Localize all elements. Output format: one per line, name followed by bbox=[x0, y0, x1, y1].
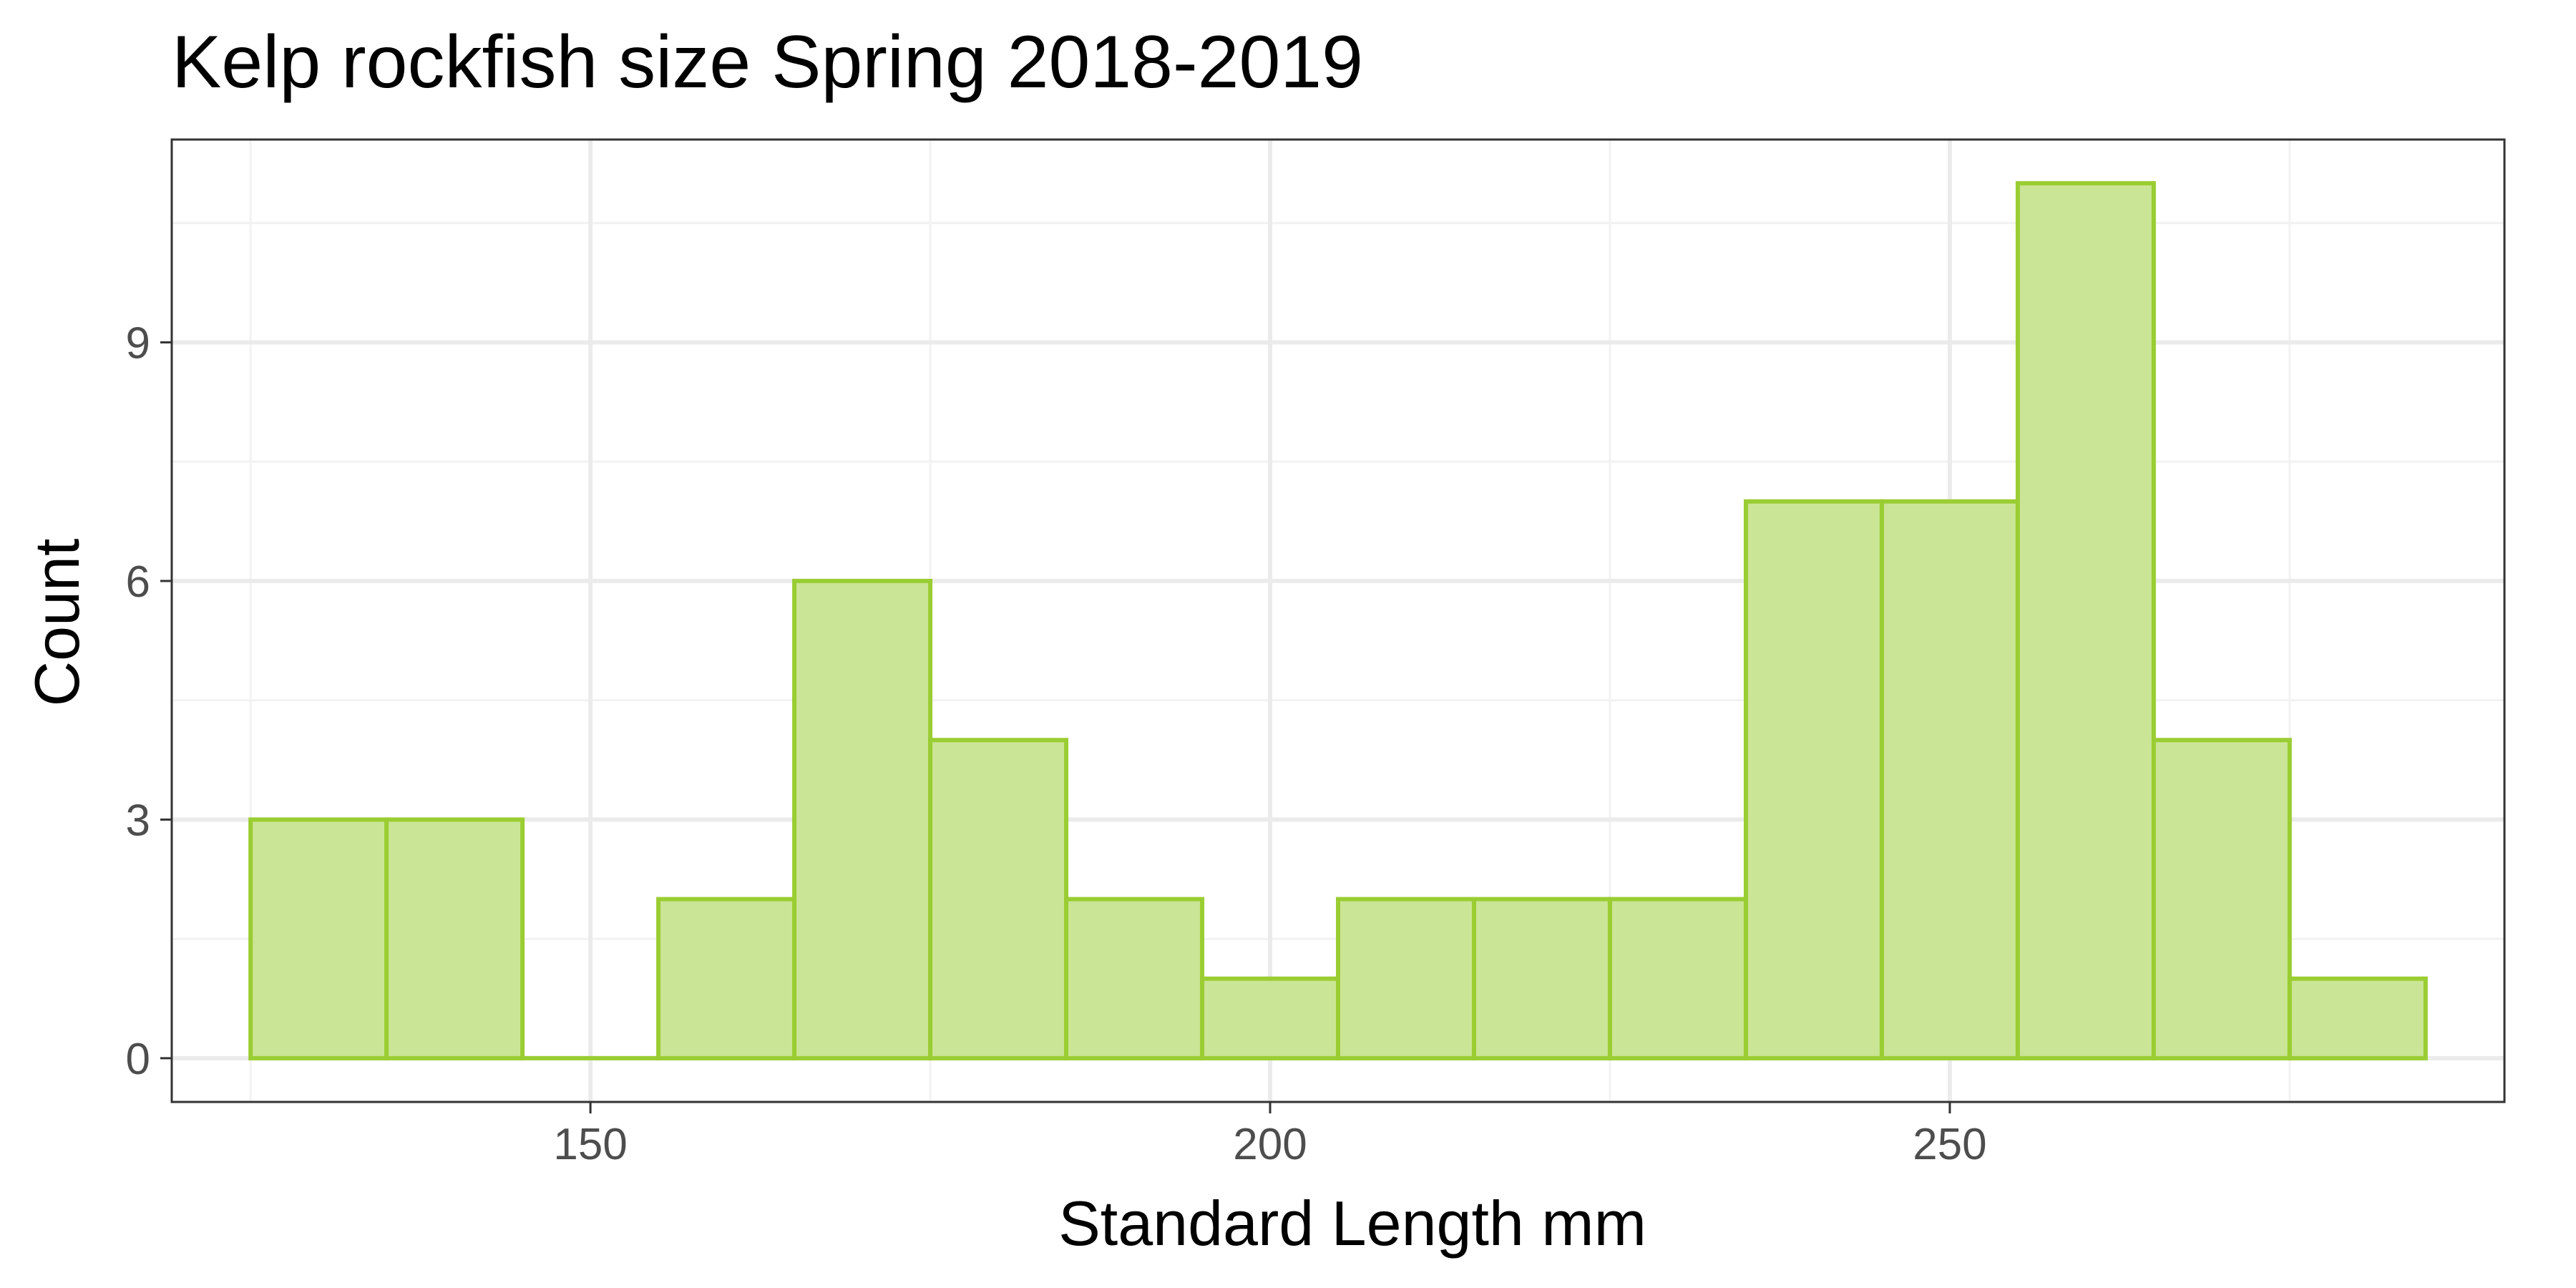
histogram-bar bbox=[792, 578, 933, 1060]
histogram-bar bbox=[1200, 976, 1340, 1060]
histogram-bar bbox=[2015, 181, 2156, 1060]
histogram-bar bbox=[1743, 499, 1884, 1060]
histogram-bar bbox=[1607, 897, 1748, 1060]
x-tick-label: 250 bbox=[1913, 1120, 1986, 1169]
histogram-bar bbox=[656, 897, 797, 1060]
histogram-bars bbox=[248, 181, 2428, 1060]
panel-border bbox=[170, 138, 2506, 1103]
y-axis: 0 3 6 9 bbox=[126, 318, 172, 1084]
histogram-bar bbox=[1336, 897, 1476, 1060]
y-tick-label: 6 bbox=[126, 557, 150, 607]
y-tick-label: 9 bbox=[126, 318, 150, 368]
x-tick-label: 150 bbox=[553, 1120, 627, 1169]
x-axis: 150 200 250 bbox=[553, 1102, 1987, 1169]
histogram-bar bbox=[2151, 738, 2292, 1060]
x-tick-label: 200 bbox=[1233, 1120, 1307, 1169]
histogram-bar bbox=[1471, 897, 1612, 1060]
y-tick-label: 3 bbox=[126, 796, 150, 845]
histogram-bar bbox=[2287, 976, 2428, 1060]
histogram-bar bbox=[1879, 499, 2020, 1060]
y-axis-title: Count bbox=[21, 539, 92, 707]
chart-title: Kelp rockfish size Spring 2018-2019 bbox=[172, 21, 1363, 104]
histogram-bar bbox=[384, 817, 525, 1060]
histogram-bar bbox=[248, 817, 389, 1060]
histogram-bar bbox=[1064, 897, 1205, 1060]
histogram-bar bbox=[928, 738, 1069, 1060]
y-tick-label: 0 bbox=[126, 1035, 150, 1084]
x-axis-title: Standard Length mm bbox=[1058, 1188, 1646, 1259]
